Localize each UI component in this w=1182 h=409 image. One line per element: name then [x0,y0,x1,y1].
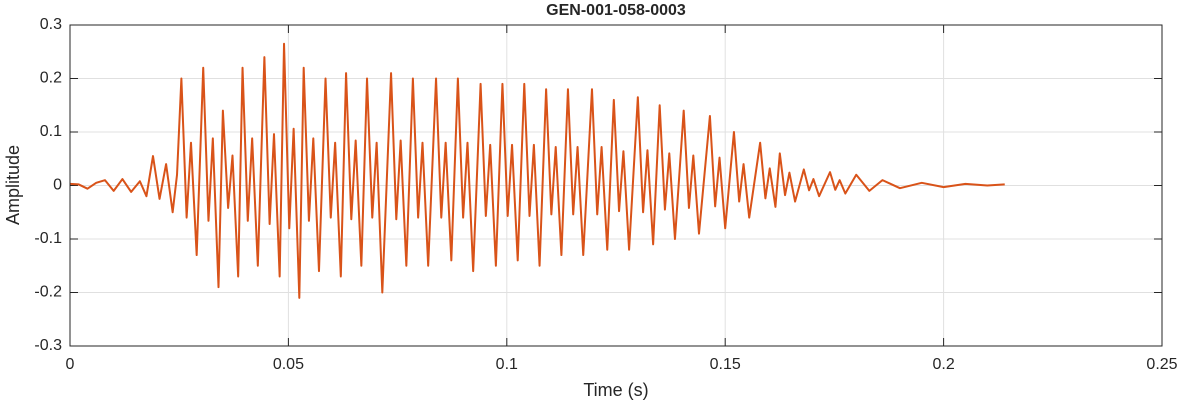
y-tick-label: -0.3 [34,337,62,354]
x-tick-label: 0.15 [710,356,741,373]
waveform-line [69,42,1005,299]
x-tick-label: 0.2 [932,356,954,373]
y-tick-label: -0.2 [34,284,62,301]
plot-frame [69,24,1163,347]
y-tick-label: 0 [53,177,62,194]
y-tick-label: -0.1 [34,230,62,247]
y-tick-label: 0.1 [40,123,62,140]
x-tick-label: 0.25 [1146,356,1177,373]
x-tick-label: 0 [66,356,75,373]
y-axis-label: Amplitude [3,145,23,225]
y-tick-label: 0.2 [40,70,62,87]
y-tick-label: 0.3 [40,16,62,33]
chart-title: GEN-001-058-0003 [546,2,686,19]
x-tick-label: 0.05 [273,356,304,373]
x-axis-label: Time (s) [583,380,648,400]
x-tick-label: 0.1 [496,356,518,373]
